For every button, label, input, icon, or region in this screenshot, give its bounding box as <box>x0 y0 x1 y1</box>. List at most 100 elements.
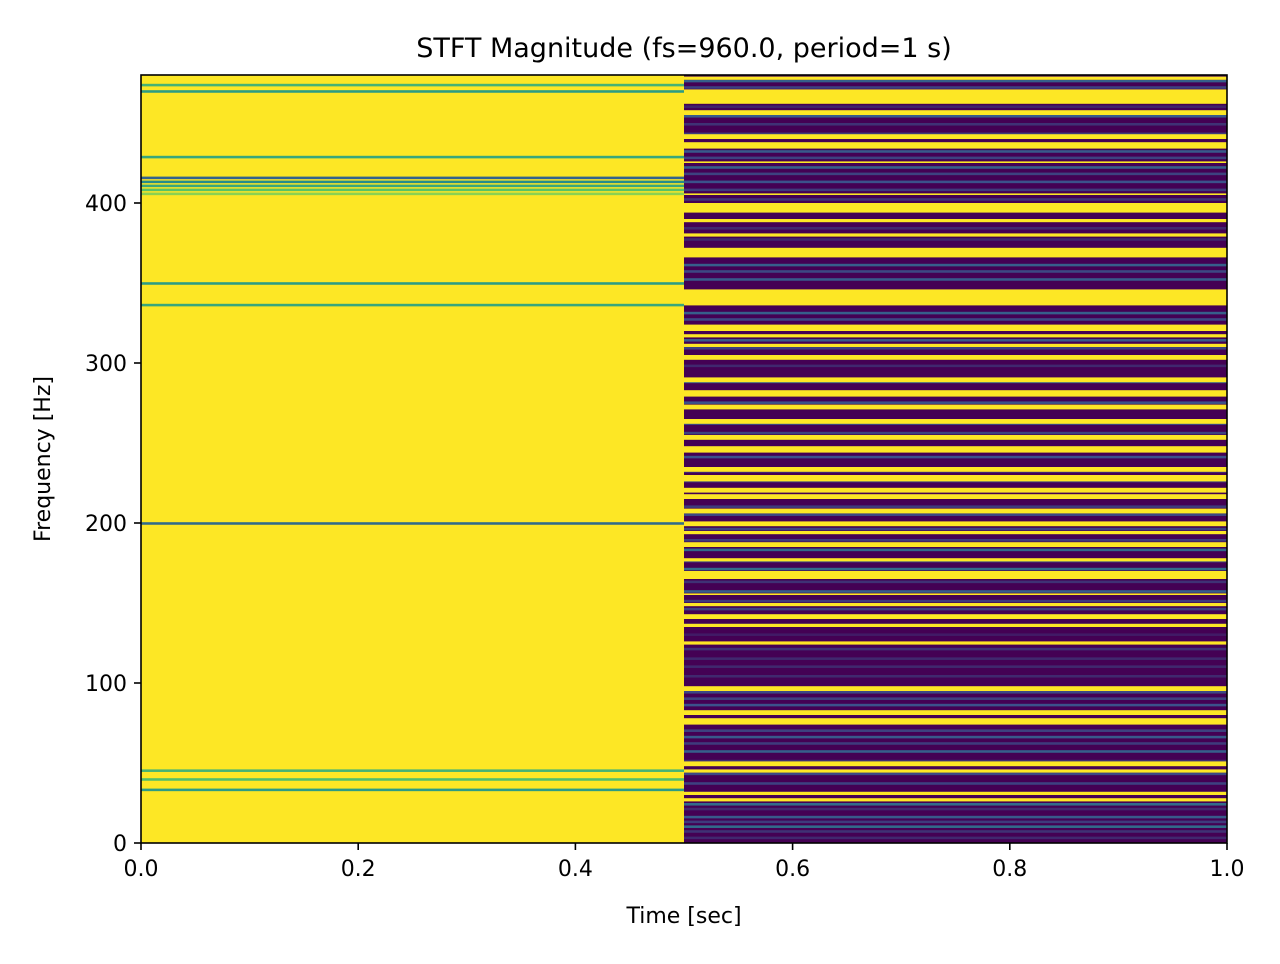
heatmap-band <box>684 729 1227 732</box>
heatmap-bright-band <box>684 791 1227 795</box>
heatmap-bright-band <box>684 769 1227 773</box>
heatmap-band <box>141 788 684 792</box>
heatmap-band <box>684 347 1227 350</box>
heatmap-band <box>141 83 684 87</box>
heatmap-bright-band <box>684 475 1227 482</box>
heatmap-band <box>684 633 1227 636</box>
x-tick-label: 0.4 <box>558 857 593 882</box>
heatmap-bright-band <box>684 798 1227 802</box>
y-tick-label: 200 <box>85 512 127 537</box>
heatmap-band <box>684 675 1227 678</box>
heatmap-band <box>684 172 1227 176</box>
x-tick-label: 1.0 <box>1210 857 1245 882</box>
heatmap-band <box>684 105 1227 108</box>
heatmap-band <box>684 339 1227 342</box>
heatmap-bright-band <box>684 718 1227 725</box>
heatmap-band <box>684 318 1227 321</box>
y-tick-label: 100 <box>85 672 127 697</box>
heatmap-bright-band <box>684 76 1227 80</box>
heatmap-band <box>684 803 1227 806</box>
heatmap-band <box>684 599 1227 603</box>
heatmap-bright-band <box>684 508 1227 514</box>
heatmap-bright-band <box>684 603 1227 607</box>
heatmap-bright-band <box>684 219 1227 223</box>
heatmap-bright-band <box>684 134 1227 139</box>
heatmap-band <box>684 527 1227 531</box>
x-tick-label: 0.2 <box>341 857 376 882</box>
heatmap-bright-band <box>684 142 1227 149</box>
heatmap-band <box>141 192 684 196</box>
heatmap-bright-band <box>684 641 1227 645</box>
heatmap-bright-band <box>684 571 1227 579</box>
heatmap-band <box>684 513 1227 516</box>
x-axis: 0.0 0.2 0.4 0.6 0.8 1.0 <box>124 843 1245 882</box>
heatmap-band <box>684 188 1227 192</box>
heatmap-band <box>684 750 1227 753</box>
heatmap-bright-band <box>684 494 1227 499</box>
heatmap-band <box>684 431 1227 435</box>
heatmap-bright-band <box>684 467 1227 472</box>
heatmap-band <box>684 311 1227 315</box>
heatmap-segment-0-background <box>141 75 684 843</box>
x-tick-label: 0.0 <box>124 857 159 882</box>
y-tick-label: 0 <box>113 832 127 857</box>
heatmap-band <box>141 90 684 93</box>
heatmap-bright-band <box>684 435 1227 440</box>
heatmap-band <box>684 590 1227 593</box>
heatmap-band <box>141 282 684 285</box>
heatmap-band <box>141 155 684 159</box>
heatmap-band <box>141 180 684 184</box>
heatmap-band <box>684 657 1227 660</box>
heatmap-band <box>684 735 1227 739</box>
heatmap-bright-band <box>684 487 1227 493</box>
heatmap-band <box>684 548 1227 552</box>
heatmap-bright-band <box>684 531 1227 535</box>
heatmap-band <box>684 364 1227 368</box>
heatmap-band <box>141 188 684 192</box>
heatmap-band <box>141 522 684 525</box>
heatmap-bright-band <box>684 593 1227 595</box>
heatmap-band <box>684 123 1227 126</box>
heatmap-band <box>684 455 1227 459</box>
heatmap-band <box>684 782 1227 785</box>
heatmap-bright-band <box>684 558 1227 562</box>
y-tick-label: 400 <box>85 192 127 217</box>
heatmap-band <box>684 830 1227 833</box>
heatmap-area <box>141 75 1227 843</box>
heatmap-band <box>684 697 1227 700</box>
heatmap-bright-band <box>684 542 1227 547</box>
heatmap-bright-band <box>684 355 1227 360</box>
heatmap-bright-band <box>684 623 1227 627</box>
heatmap-band <box>684 825 1227 828</box>
heatmap-band <box>684 836 1227 840</box>
heatmap-band <box>684 539 1227 542</box>
heatmap-band <box>684 180 1227 184</box>
heatmap-band <box>684 115 1227 118</box>
y-axis-label: Frequency [Hz] <box>31 376 56 542</box>
heatmap-band <box>141 769 684 772</box>
plot-frame <box>140 74 1228 844</box>
heatmap-band <box>684 580 1227 584</box>
heatmap-band <box>684 567 1227 571</box>
heatmap-bright-band <box>684 324 1227 331</box>
heatmap-band <box>141 176 684 180</box>
heatmap-bright-band <box>684 193 1227 195</box>
heatmap-bright-band <box>684 390 1227 397</box>
heatmap-band <box>684 505 1227 508</box>
heatmap-bright-band <box>684 686 1227 691</box>
heatmap-band <box>684 198 1227 201</box>
heatmap-bright-band <box>684 404 1227 410</box>
heatmap-band <box>684 86 1227 89</box>
heatmap-bright-band <box>684 761 1227 767</box>
x-tick-label: 0.6 <box>775 857 810 882</box>
heatmap-band <box>684 691 1227 694</box>
heatmap-bright-band <box>684 710 1227 715</box>
heatmap-band <box>684 815 1227 819</box>
heatmap-band <box>684 227 1227 230</box>
heatmap-bright-band <box>684 161 1227 163</box>
heatmap-band <box>684 278 1227 281</box>
heatmap-bright-band <box>684 521 1227 527</box>
heatmap-bright-band <box>684 334 1227 338</box>
